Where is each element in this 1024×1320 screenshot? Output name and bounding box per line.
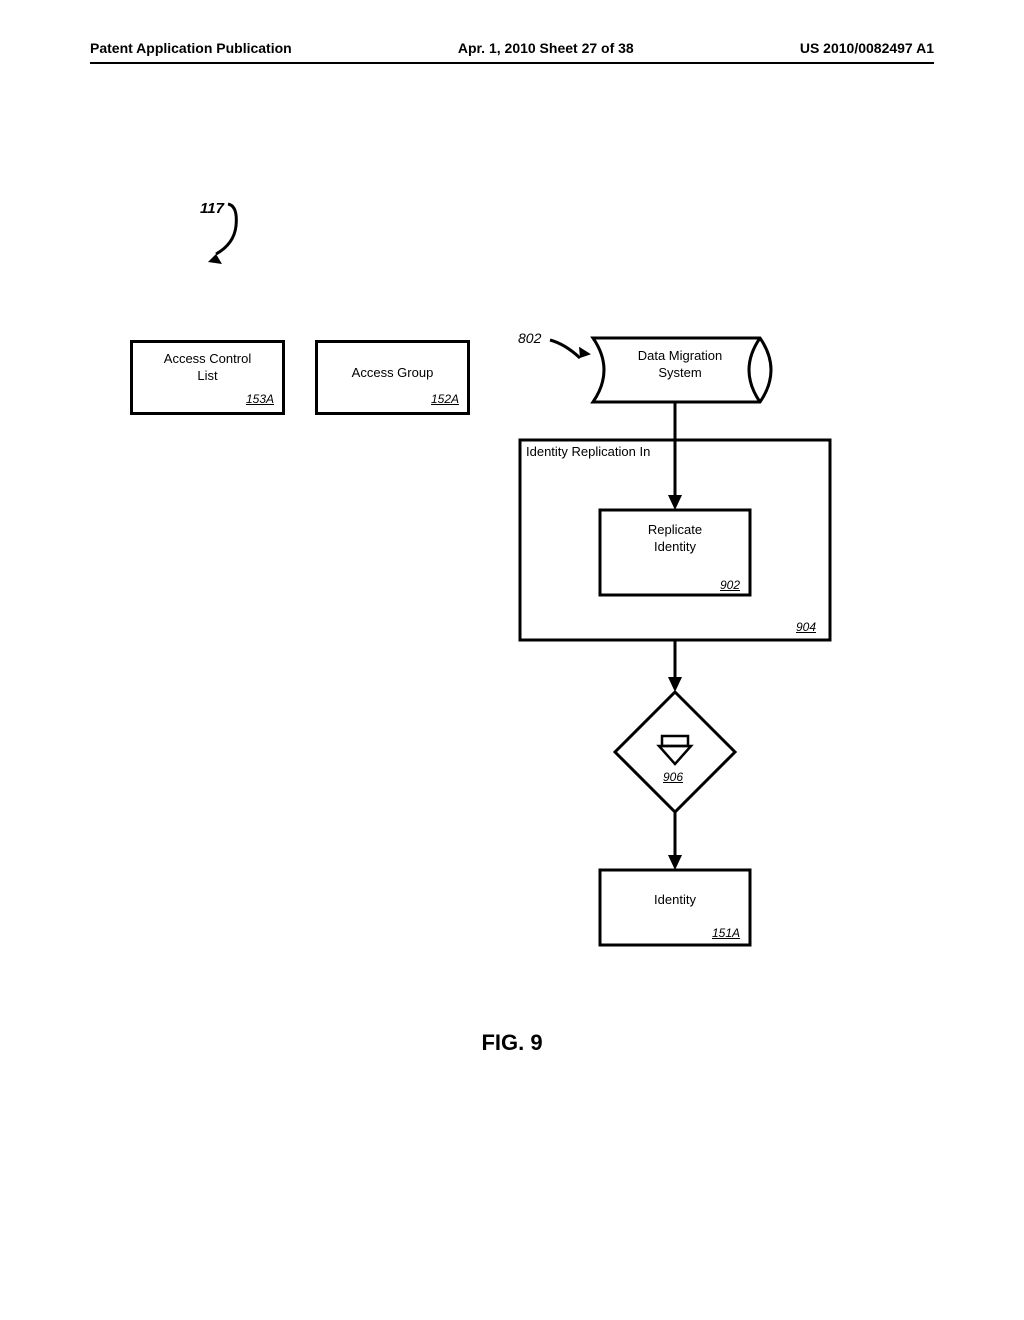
page-header: Patent Application Publication Apr. 1, 2…	[90, 40, 934, 64]
accessgroup-ref: 152A	[431, 392, 459, 408]
dms-line2: System	[610, 365, 750, 382]
accessgroup-title: Access Group	[322, 365, 463, 382]
box-dms: Data Migration System	[610, 348, 750, 382]
replicate-ref: 902	[720, 578, 740, 592]
figure-caption: FIG. 9	[481, 1030, 542, 1056]
page-container: Patent Application Publication Apr. 1, 2…	[90, 40, 934, 1280]
label-117: 117	[200, 200, 224, 217]
label-802: 802	[518, 330, 541, 346]
ident-repl-in-ref: 904	[796, 620, 816, 634]
dms-line1: Data Migration	[610, 348, 750, 365]
replicate-line1: Replicate	[600, 522, 750, 539]
identity-ref: 151A	[712, 926, 740, 940]
decision-ref: 906	[663, 770, 683, 784]
box-access-group: Access Group 152A	[315, 340, 470, 415]
header-center: Apr. 1, 2010 Sheet 27 of 38	[458, 40, 634, 56]
box-identity: Identity	[600, 892, 750, 907]
replicate-line2: Identity	[600, 539, 750, 556]
header-right: US 2010/0082497 A1	[800, 40, 934, 56]
acl-line1: Access Control	[137, 351, 278, 368]
ident-repl-in-label: Identity Replication In	[526, 444, 650, 459]
box-replicate-identity: Replicate Identity	[600, 522, 750, 556]
box-access-control-list: Access Control List 153A	[130, 340, 285, 415]
identity-title: Identity	[600, 892, 750, 907]
header-left: Patent Application Publication	[90, 40, 292, 56]
diagram-svg	[90, 40, 934, 1280]
acl-line2: List	[137, 368, 278, 385]
acl-ref: 153A	[246, 392, 274, 408]
